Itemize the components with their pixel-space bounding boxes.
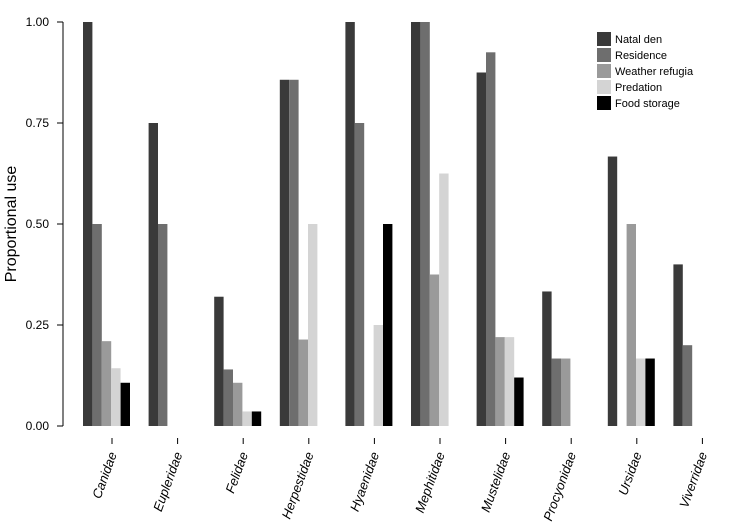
y-tick-label: 0.50 bbox=[26, 217, 50, 231]
bar bbox=[92, 224, 102, 426]
bar bbox=[251, 411, 262, 426]
legend: Natal den Residence Weather refugia Predati… bbox=[597, 32, 694, 110]
bar bbox=[607, 156, 618, 426]
x-category-label: Mustelidae bbox=[478, 450, 514, 514]
bar bbox=[354, 123, 365, 426]
bar bbox=[101, 341, 112, 426]
bar bbox=[411, 22, 421, 426]
y-tick-label: 0.25 bbox=[26, 318, 50, 332]
bar bbox=[279, 79, 290, 427]
bar bbox=[242, 411, 252, 426]
bar bbox=[308, 224, 318, 426]
x-category-label: Eupleridae bbox=[150, 450, 185, 514]
bar bbox=[542, 291, 552, 426]
bar bbox=[345, 22, 355, 426]
bar bbox=[429, 274, 440, 426]
x-axis: Canidae Eupleridae Felidae Herpestidae Hyaen… bbox=[89, 438, 710, 523]
bar bbox=[551, 358, 561, 426]
bar bbox=[514, 377, 524, 426]
legend-label: Weather refugia bbox=[615, 66, 694, 78]
legend-label: Predation bbox=[615, 82, 662, 94]
bar bbox=[373, 325, 383, 426]
legend-label: Food storage bbox=[615, 98, 680, 110]
bar bbox=[476, 72, 486, 426]
bar bbox=[158, 224, 168, 426]
legend-label: Natal den bbox=[615, 34, 662, 46]
bar bbox=[504, 337, 515, 426]
y-axis-title: Proportional use bbox=[3, 166, 20, 283]
x-category-label: Ursidae bbox=[615, 450, 644, 497]
y-tick-label: 0.00 bbox=[26, 419, 50, 433]
bar bbox=[420, 22, 430, 426]
x-category-label: Viverridae bbox=[676, 450, 710, 510]
legend-swatch bbox=[597, 64, 611, 78]
bar bbox=[120, 382, 130, 426]
bar bbox=[214, 296, 224, 426]
x-category-label: Hyaenidae bbox=[347, 450, 382, 514]
bar bbox=[111, 368, 121, 426]
bar bbox=[636, 358, 646, 426]
bar bbox=[289, 79, 299, 427]
x-category-label: Herpestidae bbox=[279, 450, 317, 521]
bar bbox=[298, 339, 308, 426]
bar bbox=[148, 123, 158, 426]
bar bbox=[673, 264, 683, 426]
x-category-label: Mephitidae bbox=[412, 450, 448, 515]
x-category-label: Felidae bbox=[222, 450, 251, 495]
legend-swatch bbox=[597, 96, 611, 110]
bars bbox=[83, 22, 693, 427]
legend-swatch bbox=[597, 48, 611, 62]
y-axis: 0.00 0.25 0.50 0.75 1.00 bbox=[26, 15, 64, 433]
bar bbox=[486, 52, 496, 427]
bar bbox=[439, 173, 449, 426]
bar bbox=[83, 22, 93, 426]
y-tick-label: 1.00 bbox=[26, 15, 50, 29]
legend-label: Residence bbox=[615, 50, 667, 62]
bar bbox=[495, 337, 505, 426]
bar bbox=[626, 224, 636, 426]
x-category-label: Procyonidae bbox=[540, 450, 579, 523]
bar bbox=[383, 224, 393, 426]
bar bbox=[645, 358, 655, 426]
legend-swatch bbox=[597, 32, 611, 46]
x-category-label: Canidae bbox=[89, 450, 120, 501]
bar bbox=[682, 345, 693, 426]
bar bbox=[223, 369, 233, 426]
bar bbox=[561, 358, 571, 426]
legend-swatch bbox=[597, 80, 611, 94]
bar bbox=[233, 382, 243, 426]
y-tick-label: 0.75 bbox=[26, 116, 50, 130]
